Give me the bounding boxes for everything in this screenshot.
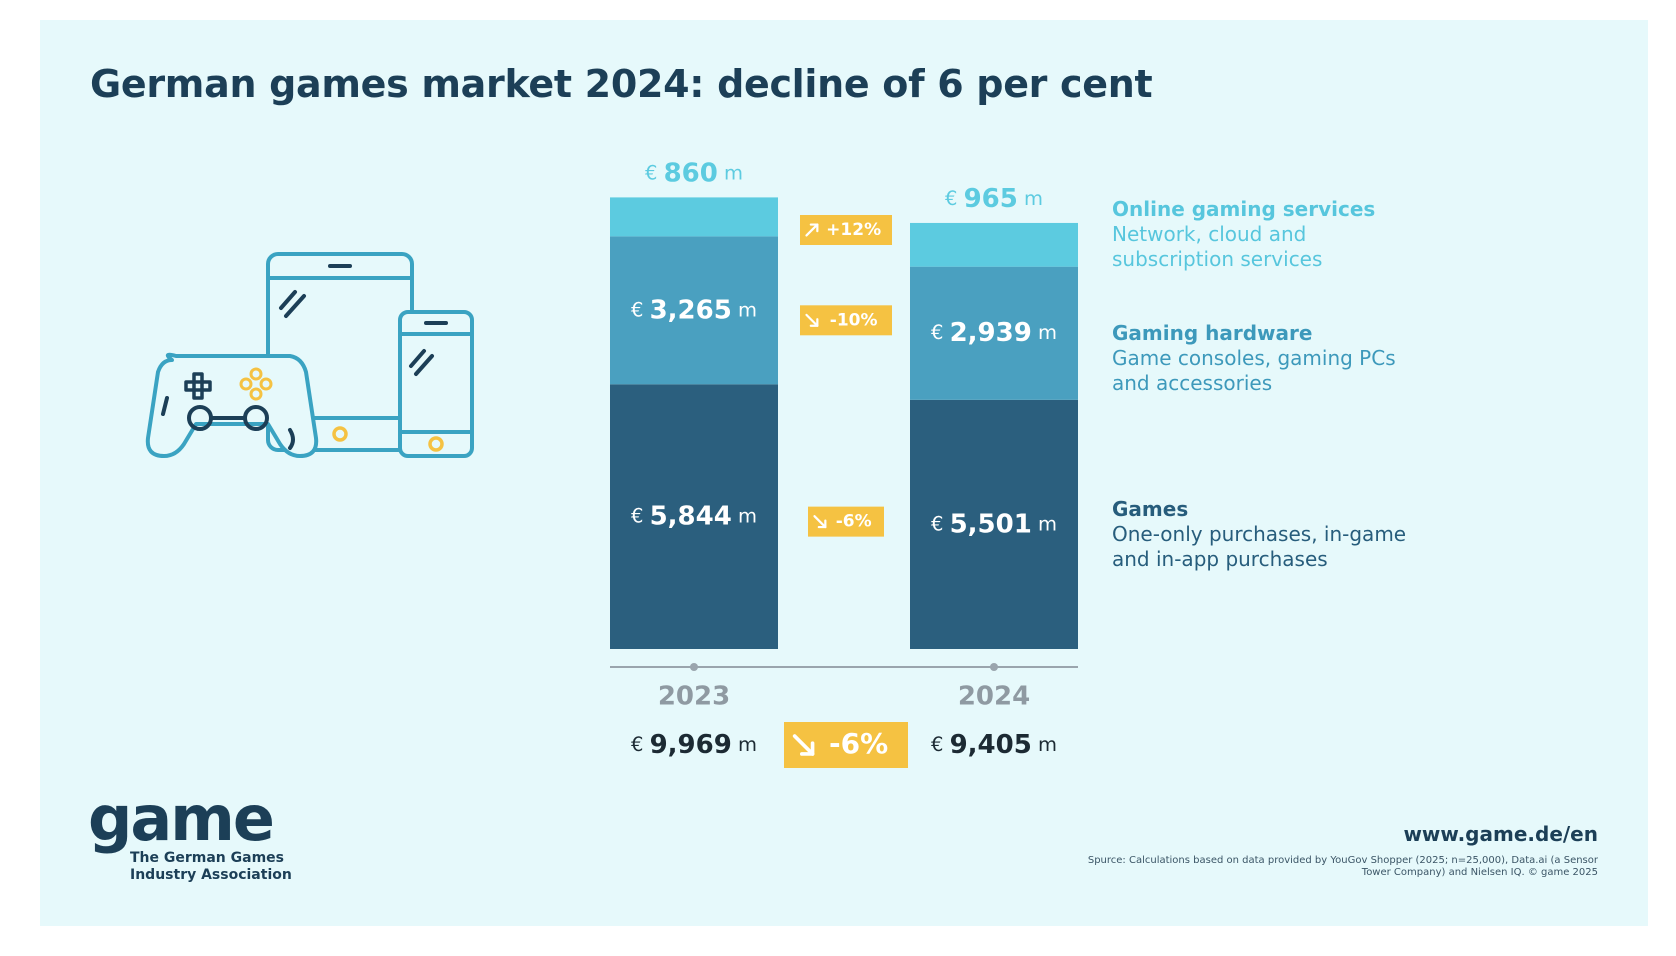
year-label-2023: 2023 — [658, 682, 730, 712]
bar-gaming-hardware-2024 — [910, 266, 1078, 400]
change-badge-gaming-hardware-bg — [800, 305, 892, 336]
legend-hardware-desc: Game consoles, gaming PCs and accessorie… — [1112, 346, 1396, 395]
arrow-down-right-icon — [813, 515, 827, 529]
total-label-2024: € 9,405 m — [931, 730, 1057, 760]
change-badge-games: -6% — [808, 506, 884, 537]
arrow-up-right-icon — [805, 223, 819, 237]
value-label-gaming-hardware-2024: € 2,939 m — [931, 318, 1057, 348]
logo-subtitle: The German Games Industry Association — [130, 850, 292, 883]
infographic-card — [40, 20, 1648, 926]
labels-layer: € 5,844 m € 3,265 m € 860 m 2023 € 9,969 m € … — [610, 158, 1078, 768]
chart-title: German games market 2024: decline of 6 p… — [90, 62, 1153, 106]
arrow-down-right-icon — [792, 734, 815, 756]
change-badge-gaming-hardware: -10% — [800, 305, 892, 336]
total-change-badge: -6% — [784, 722, 908, 768]
change-badge-online-gaming-services: +12% — [800, 215, 892, 245]
value-label-games-2024: € 5,501 m — [931, 509, 1057, 539]
total-label-2023: € 9,969 m — [631, 730, 757, 760]
value-label-games-2023: € 5,844 m — [631, 501, 757, 531]
value-label-gaming-hardware-2023: € 3,265 m — [631, 295, 757, 325]
logo-wordmark: game — [88, 782, 275, 855]
year-label-2024: 2024 — [958, 682, 1030, 712]
legend-online-desc: Network, cloud and subscription services — [1112, 222, 1323, 271]
legend-games-desc: One-only purchases, in-game and in-app p… — [1112, 522, 1407, 571]
source-note: Spurce: Calculations based on data provi… — [1087, 855, 1598, 878]
value-label-online-gaming-services-2023: € 860 m — [645, 158, 743, 188]
website-link[interactable]: www.game.de/en — [1403, 822, 1598, 846]
legend-games: Games One-only purchases, in-game and in… — [1112, 497, 1532, 572]
legend-online-title: Online gaming services — [1112, 197, 1376, 221]
legend-online-gaming: Online gaming services Network, cloud an… — [1112, 197, 1532, 272]
bar-games-2024 — [910, 399, 1078, 649]
change-badge-online-gaming-services-bg — [800, 215, 892, 245]
bar-games-2023 — [610, 384, 778, 649]
bars-layer — [610, 197, 1078, 649]
bar-gaming-hardware-2023 — [610, 236, 778, 385]
devices-illustration — [145, 252, 474, 458]
bar-online-gaming-services-2023 — [610, 197, 778, 237]
legend-hardware-title: Gaming hardware — [1112, 321, 1313, 345]
gamepad-icon — [145, 352, 319, 458]
legend-games-title: Games — [1112, 497, 1189, 521]
change-badge-online-gaming-services-text: +12% — [826, 220, 881, 240]
value-label-online-gaming-services-2024: € 965 m — [945, 183, 1043, 213]
total-change-badge-text: -6% — [829, 727, 888, 760]
legend-gaming-hardware: Gaming hardware Game consoles, gaming PC… — [1112, 321, 1532, 396]
game-logo: game The German Games Industry Associati… — [88, 788, 330, 884]
bar-online-gaming-services-2024 — [910, 222, 1078, 267]
change-badge-games-text: -6% — [836, 512, 872, 532]
smartphone-icon — [398, 310, 474, 458]
change-badge-gaming-hardware-text: -10% — [830, 310, 878, 330]
arrow-down-right-icon — [805, 313, 819, 327]
